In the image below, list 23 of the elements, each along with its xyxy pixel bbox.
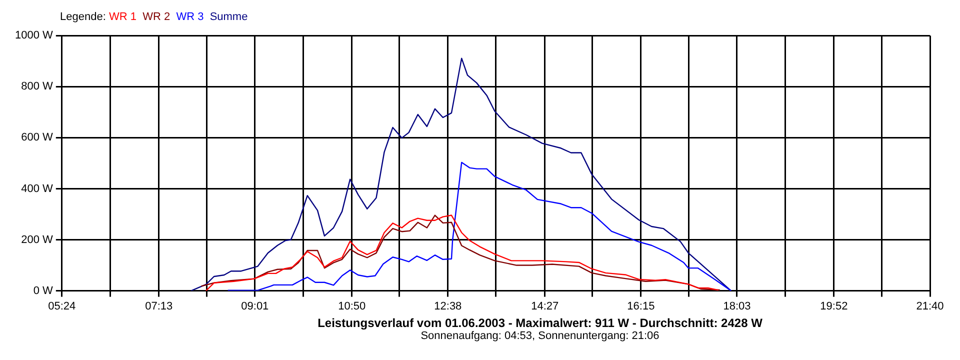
text: Sonnenaufgang: 04:53, Sonnenuntergang: 21:06 <box>420 330 660 342</box>
x-tick-label: 10:50 <box>338 300 366 312</box>
x-tick-label: 21:40 <box>916 300 944 312</box>
y-tick-label: 0 W <box>33 284 54 297</box>
x-tick-label: 12:38 <box>434 300 462 312</box>
legend-title: Legende: <box>60 11 107 23</box>
text: WR 3 <box>176 11 204 23</box>
x-tick-label: 07:13 <box>145 300 173 312</box>
y-tick-label: 400 W <box>21 182 54 195</box>
x-tick-label: 18:03 <box>723 300 751 312</box>
text: WR 2 <box>142 11 170 23</box>
x-tick-label: 14:27 <box>531 300 559 312</box>
y-tick-label: 200 W <box>21 234 54 246</box>
x-tick-label: 19:52 <box>820 300 848 312</box>
y-tick-label: 600 W <box>21 132 54 144</box>
text: WR 1 <box>108 11 136 23</box>
y-tick-label: 800 W <box>21 80 54 93</box>
x-tick-label: 05:24 <box>48 300 76 312</box>
text: Leistungsverlauf vom 01.06.2003 - Maximalwert: 911 W - Durchschnitt: 2428 W <box>316 316 764 330</box>
text: Summe <box>210 11 248 23</box>
y-tick-label: 1000 W <box>14 30 54 42</box>
x-tick-label: 09:01 <box>241 300 269 312</box>
x-tick-label: 16:15 <box>627 300 655 312</box>
